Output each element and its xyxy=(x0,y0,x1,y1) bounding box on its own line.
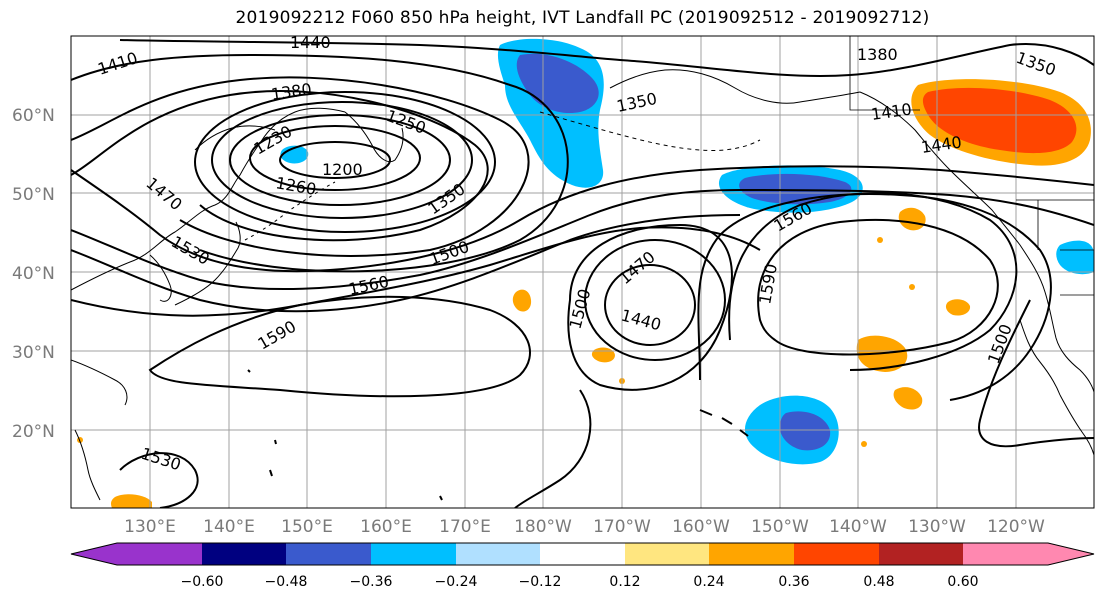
height-contours xyxy=(71,39,1094,508)
colorbar-segment xyxy=(963,543,1048,565)
contour-1440-low xyxy=(604,264,696,346)
contour-1500-low xyxy=(567,223,733,391)
colorbar-tick: 0.24 xyxy=(693,574,724,590)
contour-1590-west xyxy=(148,295,531,398)
latitude-labels: 60°N 50°N 40°N 30°N 20°N xyxy=(12,106,55,442)
page-title: 2019092212 F060 850 hPa height, IVT Land… xyxy=(235,8,930,28)
lon-label: 150°W xyxy=(751,517,809,537)
colorbar-extend-right xyxy=(1048,543,1094,565)
shade-orange-7 xyxy=(111,494,152,508)
contour-1560 xyxy=(71,226,761,317)
shade-blue-oregon xyxy=(1056,240,1094,275)
contour-1500 xyxy=(71,188,1094,291)
contour-1410 xyxy=(71,53,569,273)
map-panel: 1440 1410 1380 1350 1380 1410 1440 1350 … xyxy=(70,33,1095,509)
colorbar-segment xyxy=(286,543,371,565)
coast-china-south xyxy=(71,359,128,406)
contour-1530-sw xyxy=(119,452,199,508)
colorbar-tick: −0.48 xyxy=(265,574,308,590)
colorbar-segment xyxy=(371,543,456,565)
colorbar-segment xyxy=(117,543,202,565)
lon-label: 170°E xyxy=(439,517,491,537)
contour-1380 xyxy=(71,76,530,257)
colorbar-tick: −0.12 xyxy=(519,574,562,590)
colorbar-tick: 0.60 xyxy=(947,574,978,590)
colorbar-segment xyxy=(202,543,286,565)
colorbar-tick: −0.60 xyxy=(181,574,224,590)
coast-hawaii xyxy=(699,409,749,437)
coast-pacific-islands xyxy=(247,369,443,501)
colorbar-segment xyxy=(879,543,963,565)
shade-red-bc xyxy=(922,87,1077,154)
contour-south xyxy=(514,389,592,508)
coast-korea xyxy=(149,254,172,302)
coast-philippines xyxy=(74,429,101,501)
contour-1530 xyxy=(71,214,741,313)
map-frame xyxy=(70,35,1095,509)
colorbar-segment xyxy=(625,543,709,565)
shade-orange-4 xyxy=(945,299,971,316)
colorbar-tick: −0.36 xyxy=(350,574,393,590)
contour-label: 1380 xyxy=(857,45,898,64)
lon-label: 160°E xyxy=(360,517,412,537)
colorbar: −0.60 −0.48 −0.36 −0.24 −0.12 0.12 0.24 … xyxy=(70,542,1095,590)
colorbar-extend-left xyxy=(71,543,117,565)
contour-1470 xyxy=(71,165,1094,273)
colorbar-tick: 0.12 xyxy=(609,574,640,590)
shade-orange-5 xyxy=(512,289,532,312)
shade-orange-3 xyxy=(893,387,923,410)
lat-label: 50°N xyxy=(12,185,55,205)
coast-mexico xyxy=(1059,394,1094,456)
colorbar-tick: 0.36 xyxy=(778,574,809,590)
colorbar-segment xyxy=(794,543,879,565)
contour-1530-east xyxy=(697,193,1052,401)
contour-1320 xyxy=(194,91,496,233)
lon-label: 140°W xyxy=(829,517,887,537)
shade-dark-hawaii xyxy=(779,411,831,451)
contour-1260 xyxy=(229,114,451,206)
coast-asia xyxy=(71,107,346,291)
contour-1230 xyxy=(249,125,421,191)
colorbar-outline xyxy=(70,542,1095,566)
lon-label: 180°W xyxy=(514,517,572,537)
contour-1200 xyxy=(279,141,391,179)
contour-1440 xyxy=(119,39,1094,77)
coast-us-interior xyxy=(1016,199,1094,296)
lon-label: 130°W xyxy=(908,517,966,537)
colorbar-segment xyxy=(709,543,794,565)
coast-aleutians xyxy=(539,111,761,151)
lat-label: 40°N xyxy=(12,264,55,284)
lat-label: 60°N xyxy=(12,106,55,126)
contour-1350 xyxy=(71,90,489,242)
contour-label: 1200 xyxy=(322,160,363,179)
lon-label: 150°E xyxy=(281,517,333,537)
longitude-labels: 130°E 140°E 150°E 160°E 170°E 180°W 170°… xyxy=(124,517,1045,537)
lon-label: 120°W xyxy=(987,517,1045,537)
lon-label: 130°E xyxy=(124,517,176,537)
lon-label: 170°W xyxy=(593,517,651,537)
contour-1470-low xyxy=(584,239,726,361)
lat-label: 20°N xyxy=(12,422,55,442)
colorbar-tick: −0.24 xyxy=(435,574,478,590)
colorbar-tick: 0.48 xyxy=(863,574,894,590)
lon-label: 160°W xyxy=(672,517,730,537)
coast-north-america xyxy=(859,91,1094,393)
lon-label: 140°E xyxy=(203,517,255,537)
contour-1560-east xyxy=(728,192,1018,371)
contour-1590-east xyxy=(757,218,999,356)
colorbar-segment xyxy=(456,543,540,565)
colorbar-segment xyxy=(540,543,625,565)
lat-label: 30°N xyxy=(12,343,55,363)
coast-alaska-border xyxy=(849,36,920,111)
contour-1500-east xyxy=(978,299,1094,448)
coast-baja xyxy=(1019,319,1061,396)
contour-label: 1440 xyxy=(290,33,331,52)
contour-1290 xyxy=(211,101,473,219)
coast-alaska xyxy=(609,69,861,104)
